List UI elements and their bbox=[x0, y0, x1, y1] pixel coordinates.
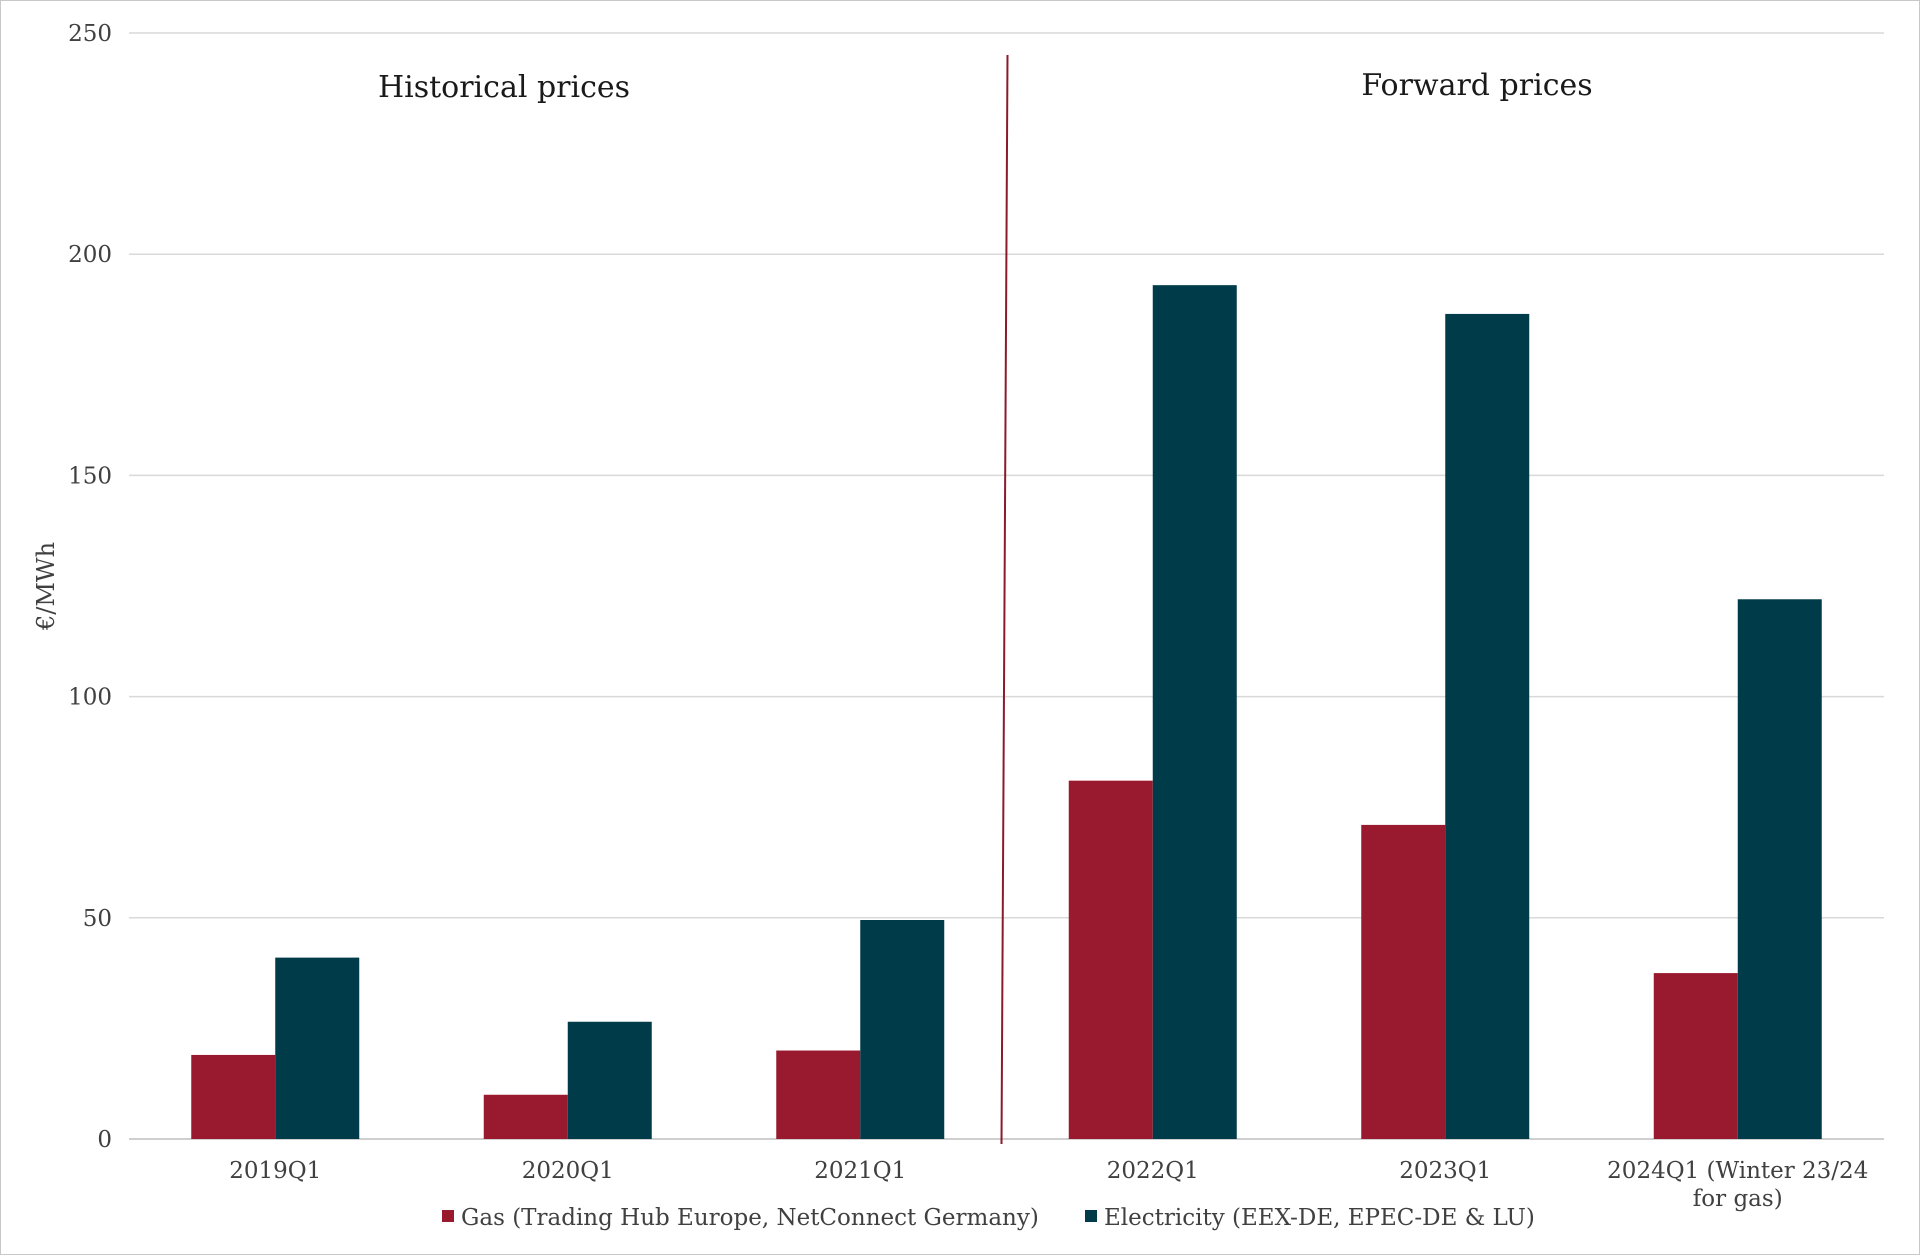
bar-electricity bbox=[567, 1021, 652, 1139]
bar-electricity bbox=[1445, 313, 1530, 1139]
x-tick-label: 2024Q1 (Winter 23/24 for gas) bbox=[1607, 1158, 1868, 1212]
legend-swatch bbox=[1085, 1210, 1097, 1222]
y-tick-label: 50 bbox=[83, 906, 112, 932]
x-tick-label: 2021Q1 bbox=[814, 1158, 906, 1184]
y-tick-label: 250 bbox=[68, 21, 112, 47]
x-tick-label: 2020Q1 bbox=[522, 1158, 614, 1184]
legend-label: Electricity (EEX-DE, EPEC-DE & LU) bbox=[1104, 1205, 1535, 1231]
y-axis-ticks: 0 50 100 150 200 250 bbox=[68, 21, 112, 1153]
bar-gas bbox=[1068, 780, 1153, 1139]
historical-prices-label: Historical prices bbox=[378, 70, 630, 105]
y-tick-label: 150 bbox=[68, 463, 112, 489]
bar-gas bbox=[483, 1094, 568, 1139]
period-divider bbox=[1000, 54, 1009, 1145]
bar-electricity bbox=[275, 957, 360, 1139]
legend-swatch bbox=[442, 1210, 454, 1222]
y-axis-label: €/MWh bbox=[32, 542, 60, 631]
bar-electricity bbox=[1152, 285, 1237, 1140]
x-axis-ticks: 2019Q1 2020Q1 2021Q1 2022Q1 2023Q1 2024Q1 (Wi… bbox=[229, 1158, 1868, 1212]
y-tick-label: 100 bbox=[68, 685, 112, 711]
legend: Gas (Trading Hub Europe, NetConnect Germ… bbox=[442, 1205, 1535, 1231]
y-tick-label: 0 bbox=[97, 1127, 112, 1153]
bar-gas bbox=[1361, 824, 1446, 1139]
bar-electricity bbox=[1737, 599, 1822, 1139]
forward-prices-label: Forward prices bbox=[1361, 68, 1592, 103]
legend-label: Gas (Trading Hub Europe, NetConnect Germ… bbox=[461, 1205, 1039, 1231]
x-tick-label: 2022Q1 bbox=[1107, 1158, 1199, 1184]
bar-gas bbox=[1653, 973, 1738, 1139]
bar-gas bbox=[191, 1054, 276, 1139]
x-tick-label: 2023Q1 bbox=[1399, 1158, 1491, 1184]
bars bbox=[191, 285, 1822, 1140]
y-tick-label: 200 bbox=[68, 242, 112, 268]
bar-gas bbox=[776, 1050, 861, 1139]
bar-electricity bbox=[860, 920, 945, 1139]
x-tick-label: 2019Q1 bbox=[229, 1158, 321, 1184]
